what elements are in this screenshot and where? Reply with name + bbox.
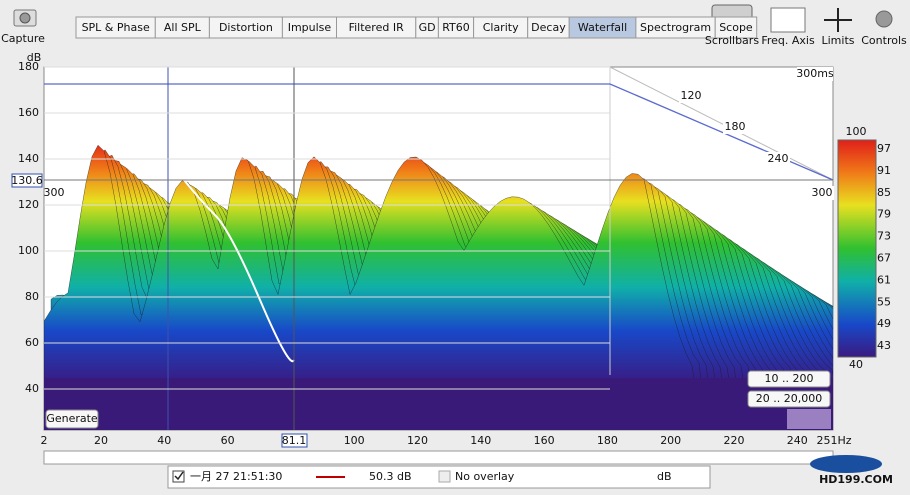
x-tick-label: 2 (41, 434, 48, 447)
y-unit: dB (27, 51, 42, 64)
scale-label: 61 (877, 273, 891, 286)
scale-label: 97 (877, 142, 891, 155)
watermark: HD199.COM (819, 473, 893, 486)
capture-label: Capture (1, 32, 45, 45)
waterfall-slice (44, 144, 695, 381)
scale-label: 85 (877, 186, 891, 199)
scale-label: 40 (849, 358, 863, 371)
tab-label: Decay (531, 21, 566, 34)
y-tick-label: 100 (18, 244, 39, 257)
checkbox[interactable] (438, 470, 451, 483)
tab-label: GD (419, 21, 436, 34)
cursor-tag (281, 433, 308, 448)
depth-label: 180 (725, 120, 746, 133)
depth-label: 240 (768, 152, 789, 165)
range-button[interactable] (747, 370, 831, 388)
range-button[interactable] (747, 390, 831, 408)
trace-line (179, 174, 295, 363)
x-tick-label: 120 (407, 434, 428, 447)
range-label: 10 .. 200 (765, 372, 814, 385)
scale-label: 43 (877, 339, 891, 352)
check (174, 471, 184, 481)
x-tick-label: 180 (597, 434, 618, 447)
x-cursor-label: 81.1 (282, 434, 307, 447)
depth-tag (723, 120, 747, 134)
depth-tag (810, 186, 834, 200)
x-tick-label: 220 (724, 434, 745, 447)
status-level: 50.3 dB (369, 470, 412, 483)
tool-label: Controls (861, 34, 907, 47)
x-tick-label: 60 (221, 434, 235, 447)
cursor-tag (11, 173, 43, 188)
controls-icon[interactable] (875, 10, 893, 28)
zoom-box[interactable] (787, 409, 831, 429)
x-tick-label: 20 (94, 434, 108, 447)
tab-label: Distortion (219, 21, 273, 34)
x-tick-label: 160 (534, 434, 555, 447)
scale-label: 67 (877, 252, 891, 265)
depth-label: 300 (812, 186, 833, 199)
y-tick-label: 140 (18, 152, 39, 165)
x-end-label: 251Hz (816, 434, 851, 447)
back-wall (609, 66, 834, 181)
tab-label: All SPL (164, 21, 202, 34)
scale-label: 55 (877, 295, 891, 308)
x-tick-label: 240 (787, 434, 808, 447)
depth-tag (766, 152, 790, 166)
tab-button[interactable] (714, 16, 758, 39)
scrollbar[interactable] (43, 450, 834, 465)
color-scale (837, 139, 877, 358)
x-tick-label: 140 (470, 434, 491, 447)
scale-label: 100 (846, 125, 867, 138)
status-unit: dB (657, 470, 672, 483)
logo (810, 455, 882, 473)
depth-label: 300 (44, 186, 65, 199)
y-tick-label: 120 (18, 198, 39, 211)
cursor-line (44, 83, 834, 181)
depth-tag (797, 67, 833, 81)
scale-label: 79 (877, 208, 891, 221)
y-tick-label: 60 (25, 336, 39, 349)
depth-label: 300ms (796, 67, 834, 80)
tab-label: Waterfall (578, 21, 627, 34)
scale-label: 91 (877, 164, 891, 177)
scale-label: 73 (877, 230, 891, 243)
tab-label: Impulse (288, 21, 332, 34)
x-tick-label: 100 (344, 434, 365, 447)
range-label: 20 .. 20,000 (756, 392, 822, 405)
tool-label: Scrollbars (705, 34, 759, 47)
tab-label: Scope (719, 21, 753, 34)
capture-lens (19, 12, 31, 24)
tab-label: SPL & Phase (82, 21, 150, 34)
status-date: 一月 27 21:51:30 (190, 470, 282, 483)
depth-tag (679, 89, 703, 103)
y-tick-label: 80 (25, 290, 39, 303)
tab-label: RT60 (442, 21, 470, 34)
x-tick-label: 200 (660, 434, 681, 447)
waterfall-surface (44, 144, 833, 430)
y-tick-label: 160 (18, 106, 39, 119)
limits-icon[interactable] (824, 8, 852, 32)
y-cursor-label: 130.6 (11, 174, 43, 187)
x-tick-label: 40 (157, 434, 171, 447)
generate-label: Generate (46, 412, 98, 425)
tab-label: Filtered IR (349, 21, 404, 34)
checkbox[interactable] (172, 470, 185, 483)
depth-label: 120 (681, 89, 702, 102)
tool-label: Limits (822, 34, 855, 47)
tab-label: Clarity (483, 21, 519, 34)
y-tick-label: 40 (25, 382, 39, 395)
generate-button[interactable] (45, 409, 99, 429)
floor (44, 378, 833, 430)
scale-label: 49 (877, 317, 891, 330)
tab-label: Spectrogram (640, 21, 711, 34)
y-tick-label: 180 (18, 60, 39, 73)
tool-label: Freq. Axis (761, 34, 815, 47)
status-overlay: No overlay (455, 470, 515, 483)
freq-axis-icon[interactable] (770, 7, 806, 33)
